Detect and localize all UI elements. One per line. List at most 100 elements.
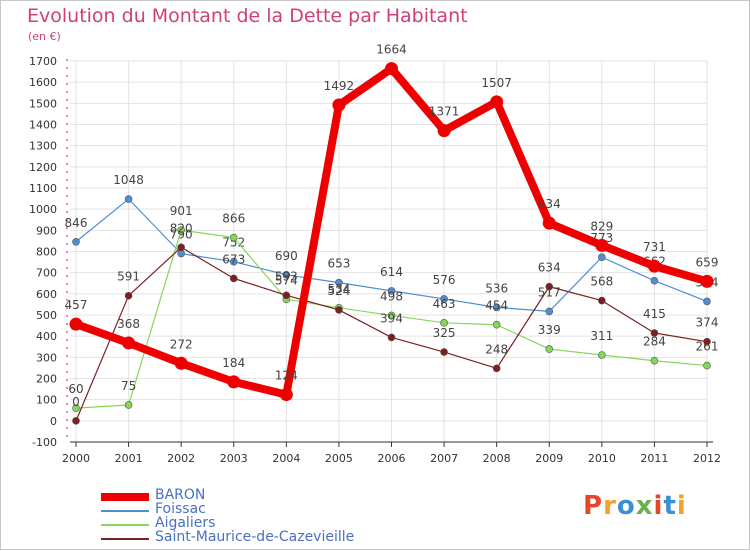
data-point: [595, 238, 609, 252]
data-point: [650, 329, 659, 337]
data-point: [437, 124, 451, 138]
data-label: 934: [538, 197, 561, 211]
data-point: [490, 95, 504, 109]
data-label: 368: [117, 317, 140, 331]
data-label: 653: [327, 257, 350, 271]
data-label: 374: [696, 316, 719, 330]
data-point: [703, 337, 711, 346]
x-tick-label: 2005: [325, 452, 353, 465]
y-tick-label: 1500: [29, 97, 57, 110]
data-point: [124, 401, 133, 409]
y-tick-label: 500: [36, 309, 57, 322]
data-point: [703, 361, 711, 370]
legend-item: Foissac: [101, 501, 401, 518]
data-label: 634: [538, 261, 561, 275]
data-label: 846: [65, 216, 88, 230]
y-tick-label: 100: [36, 394, 57, 407]
data-label: 284: [643, 335, 666, 349]
data-point: [335, 278, 343, 287]
data-point: [492, 364, 501, 373]
legend-swatch: [101, 538, 149, 540]
data-label: 534: [327, 282, 350, 296]
y-tick-label: 1600: [29, 76, 57, 89]
data-label: 1664: [376, 43, 407, 57]
legend-label: Aigaliers: [155, 515, 216, 531]
y-tick-label: 1700: [29, 55, 57, 68]
data-label: 752: [222, 236, 245, 250]
data-point: [492, 320, 501, 329]
data-label: 463: [433, 297, 456, 311]
logo-letter: t: [663, 491, 677, 521]
logo-letter: i: [676, 491, 687, 521]
y-tick-label: 1200: [29, 161, 57, 174]
x-tick-label: 2001: [115, 452, 143, 465]
x-tick-label: 2000: [62, 452, 90, 465]
x-tick-label: 2011: [640, 452, 668, 465]
data-label: 394: [380, 311, 403, 325]
data-label: 1371: [429, 105, 460, 119]
data-point: [700, 274, 714, 288]
data-label: 829: [590, 219, 613, 233]
data-label: 1492: [324, 79, 355, 93]
data-point: [279, 388, 293, 402]
data-point: [69, 317, 83, 331]
data-label: 457: [65, 298, 88, 312]
data-point: [229, 274, 238, 283]
data-point: [282, 270, 291, 279]
data-point: [229, 233, 238, 242]
data-label: 0: [72, 395, 80, 409]
legend-label: Saint-Maurice-de-Cazevieille: [155, 529, 355, 545]
data-label: 184: [222, 356, 245, 370]
proxiti-logo: Proxiti: [583, 491, 687, 521]
data-label: 901: [170, 204, 193, 218]
data-point: [72, 237, 80, 246]
x-tick-label: 2009: [535, 452, 563, 465]
y-tick-label: 400: [36, 330, 57, 343]
data-label: 614: [380, 265, 403, 279]
data-label: 124: [275, 369, 298, 383]
data-label: 866: [222, 212, 245, 226]
data-label: 576: [433, 273, 456, 287]
data-point: [177, 243, 185, 252]
y-tick-label: 600: [36, 288, 57, 301]
x-tick-label: 2012: [693, 452, 721, 465]
x-tick-label: 2006: [378, 452, 406, 465]
legend-item: Aigaliers: [101, 515, 401, 532]
data-point: [387, 311, 396, 320]
x-tick-label: 2010: [588, 452, 616, 465]
series-saint-maurice-de-cazevieille: 0 591 820 673 593 524 394 325 248 634 568 415 374: [72, 221, 719, 425]
chart-title: Evolution du Montant de la Dette par Hab…: [27, 5, 468, 27]
data-label: 454: [485, 299, 508, 313]
data-point: [542, 216, 556, 230]
data-label: 272: [170, 337, 193, 351]
logo-letter: i: [653, 491, 664, 521]
data-label: 498: [380, 289, 403, 303]
data-point: [647, 259, 661, 273]
data-label: 591: [117, 270, 140, 284]
data-point: [703, 297, 711, 306]
y-tick-label: 1400: [29, 119, 57, 132]
data-point: [598, 253, 606, 262]
data-label: 731: [643, 240, 666, 254]
data-label: 1048: [113, 173, 144, 187]
data-point: [440, 348, 448, 356]
data-label: 261: [696, 340, 719, 354]
data-point: [227, 375, 241, 389]
x-tick-label: 2008: [483, 452, 511, 465]
data-label: 311: [590, 329, 613, 343]
y-tick-label: 900: [36, 224, 57, 237]
data-label: 820: [170, 221, 193, 235]
data-point: [650, 276, 659, 285]
data-point: [174, 356, 188, 370]
legend-item: Saint-Maurice-de-Cazevieille: [101, 529, 401, 546]
y-tick-label: 800: [36, 246, 57, 259]
data-point: [387, 333, 396, 342]
data-label: 524: [327, 284, 350, 298]
data-point: [124, 291, 133, 300]
data-point: [229, 257, 238, 266]
series-baron: 457 368 272 184 124 1492 1664 1371 1507 934 829 731…: [65, 43, 718, 402]
data-point: [492, 303, 501, 312]
data-label: 325: [433, 326, 456, 340]
data-label: 339: [538, 323, 561, 337]
